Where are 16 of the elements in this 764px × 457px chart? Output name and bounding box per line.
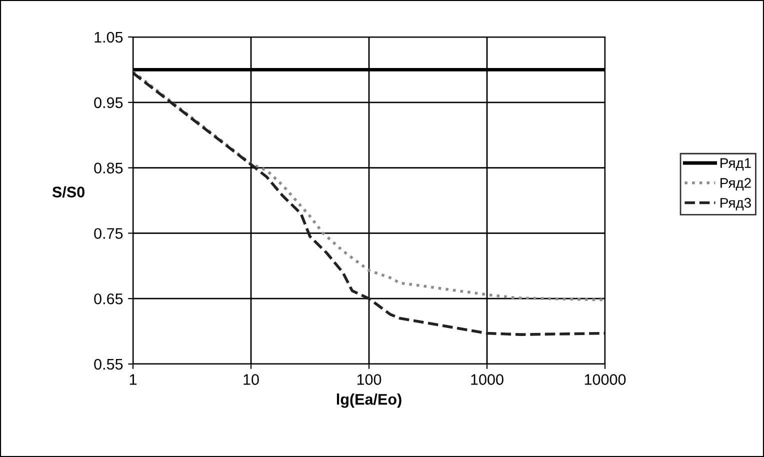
y-tick-label: 1.05 [94,32,123,43]
x-tick-label: 10 [244,374,259,385]
y-tick-label: 0.75 [94,228,123,239]
x-tick-label: 1000 [471,374,504,385]
y-tick-label: 0.95 [94,97,123,108]
x-tick-label: 10000 [584,374,626,385]
x-tick-label: 1 [130,374,137,385]
x-axis-title: lg(Ea/Eo) [336,394,402,408]
y-tick-label: 0.65 [94,293,123,304]
y-tick-label: 0.85 [94,162,123,174]
legend-label: Ряд1 [720,158,751,171]
legend-label: Ряд2 [720,178,751,191]
x-tick-label: 100 [357,374,382,385]
y-tick-label: 0.55 [94,358,123,370]
y-axis-title: S/S0 [52,186,84,198]
legend-label: Ряд3 [720,198,751,210]
